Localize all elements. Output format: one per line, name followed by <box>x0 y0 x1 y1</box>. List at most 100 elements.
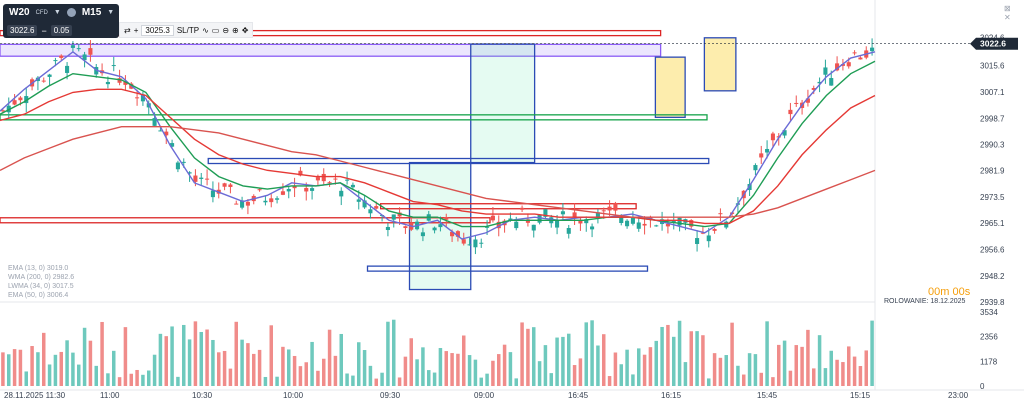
candle-body <box>205 178 210 180</box>
chevron-down-icon[interactable]: ▼ <box>107 9 115 16</box>
volume-bar <box>613 352 618 386</box>
candle-body <box>590 226 595 230</box>
volume-bar <box>386 321 390 386</box>
volume-tick: 1178 <box>980 357 998 366</box>
price-tick: 2990.3 <box>980 140 1005 149</box>
maximize-icon[interactable]: ⊠ <box>1004 4 1011 13</box>
price-tick: 2973.5 <box>980 193 1005 202</box>
candle-body <box>700 232 705 234</box>
volume-bar <box>94 365 98 386</box>
candle-body <box>852 52 857 54</box>
candle-body <box>572 212 577 217</box>
candle-body <box>835 63 840 71</box>
draw-icon[interactable]: ▭ <box>211 25 220 35</box>
volume-bar <box>584 322 588 386</box>
legend-ema13[interactable]: EMA (13, 0) 3019.0 <box>8 265 69 272</box>
sltp-button[interactable]: SL/TP <box>176 25 200 35</box>
volume-bar <box>619 364 623 386</box>
price-tick: 2998.7 <box>980 114 1005 123</box>
candle-body <box>210 190 215 198</box>
close-icon[interactable]: ✕ <box>1004 13 1011 22</box>
volume-bar <box>234 321 238 386</box>
candle-body <box>181 161 186 163</box>
legend-wma200[interactable]: WMA (200, 0) 2982.6 <box>8 274 75 281</box>
volume-bar <box>602 334 606 386</box>
volume-bar <box>730 322 734 386</box>
volume-bar <box>88 340 93 386</box>
volume-bar <box>631 374 635 386</box>
candle-body <box>595 212 600 217</box>
volume-bar <box>520 322 524 386</box>
zoom-out-icon[interactable]: ⊖ <box>222 25 230 35</box>
candle-body <box>234 203 239 205</box>
candle-body <box>374 206 379 209</box>
volume-bar <box>1 352 5 386</box>
volume-bars <box>1 319 874 386</box>
volume-bar <box>106 373 110 386</box>
candle-body <box>362 200 367 208</box>
volume-bar <box>53 354 58 386</box>
timeframe-select[interactable]: M15 <box>81 7 102 18</box>
candle-body <box>724 221 729 228</box>
candle-body <box>817 81 822 84</box>
volume-bar <box>117 377 122 386</box>
info-icon[interactable] <box>66 8 76 17</box>
candle-body <box>770 133 775 141</box>
legend-ema50[interactable]: EMA (50, 0) 3006.4 <box>8 292 69 299</box>
volume-bar <box>357 342 361 386</box>
window-icons: ⊠ ✕ <box>1004 4 1011 22</box>
minus-icon[interactable]: − <box>41 25 47 36</box>
volume-bar <box>252 353 256 386</box>
volume-bar <box>771 377 775 386</box>
volume-bar <box>164 336 168 386</box>
ask-price[interactable]: 3025.3 <box>141 24 174 36</box>
volume-bar <box>625 349 629 386</box>
volume-bar <box>432 372 437 386</box>
volume-bar <box>473 359 478 386</box>
volume-bar <box>765 321 769 386</box>
move-icon[interactable]: ✥ <box>241 25 249 35</box>
volume-bar <box>304 362 308 386</box>
volume-bar <box>567 333 571 386</box>
candle-body <box>397 212 402 217</box>
candle-body <box>240 200 245 208</box>
bid-price[interactable]: 3022.6 <box>7 25 38 36</box>
candle-body <box>846 62 851 67</box>
candle-body <box>280 191 285 195</box>
candle-body <box>164 131 169 136</box>
plus-icon[interactable]: + <box>133 25 139 35</box>
volume-bar <box>672 336 676 386</box>
volume-bar <box>607 376 612 386</box>
volume-bar <box>30 346 34 386</box>
candle-body <box>601 210 606 212</box>
candle-body <box>24 96 29 104</box>
candle-body <box>788 109 793 115</box>
candle-body <box>520 207 525 210</box>
candle-body <box>805 98 810 103</box>
candle-body <box>473 239 478 248</box>
volume-bar <box>666 324 670 386</box>
volume-bar <box>415 359 419 386</box>
indicator-icon[interactable]: ∿ <box>202 25 209 35</box>
candle-body <box>782 130 787 136</box>
candle-body <box>759 153 764 158</box>
volume-bar <box>403 356 408 386</box>
volume-bar <box>747 353 752 386</box>
time-tick: 15:15 <box>850 391 871 400</box>
volume-axis: 3534 2356 1178 0 <box>980 308 998 391</box>
price-tick: 2981.9 <box>980 167 1005 176</box>
legend-lwma34[interactable]: LWMA (34, 0) 3017.5 <box>8 283 74 290</box>
candle-body <box>327 182 332 184</box>
volume-bar <box>812 368 816 386</box>
symbol-name[interactable]: W20 <box>9 7 30 18</box>
volume-bar <box>532 327 536 386</box>
swap-icon[interactable]: ⇄ <box>124 25 131 35</box>
zoom-in-icon[interactable]: ⊕ <box>232 25 239 35</box>
volume-bar <box>409 338 413 386</box>
candle-body <box>665 223 670 227</box>
volume-bar <box>240 339 244 386</box>
candle-body <box>794 102 799 104</box>
chevron-down-icon[interactable]: ▼ <box>53 9 61 16</box>
volume-input[interactable]: 0.05 <box>50 25 73 36</box>
